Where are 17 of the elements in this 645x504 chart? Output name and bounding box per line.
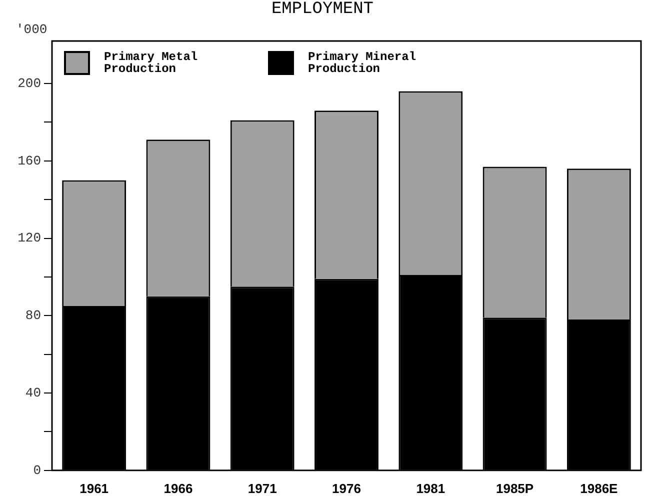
x-tick-label: 1961 — [80, 480, 109, 496]
x-tick-label: 1986E — [580, 480, 618, 496]
y-tick-label: 120 — [18, 230, 41, 246]
x-tick-label: 1971 — [248, 480, 277, 496]
x-tick-label: 1985P — [496, 480, 534, 496]
y-tick-label: 200 — [18, 76, 41, 91]
y-tick-label: 160 — [18, 153, 41, 168]
y-axis-title: '000 — [16, 22, 48, 37]
y-tick-label: 0 — [33, 462, 41, 478]
y-tick-label: 40 — [25, 385, 41, 400]
x-tick-label: 1976 — [332, 480, 361, 496]
legend-label: Primary Metal Production — [104, 50, 199, 76]
legend-label: Primary Mineral Production — [308, 50, 418, 76]
chart-title: EMPLOYMENT — [270, 0, 375, 19]
x-tick-label: 1981 — [416, 480, 446, 496]
x-tick-label: 1966 — [164, 480, 193, 496]
y-tick-label: 80 — [25, 308, 41, 324]
